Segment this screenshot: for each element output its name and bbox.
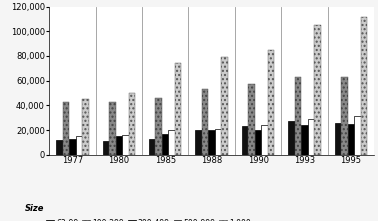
Bar bbox=[361, 17, 367, 155]
Bar bbox=[175, 63, 181, 155]
Bar bbox=[301, 125, 308, 155]
Bar bbox=[109, 102, 116, 155]
Bar bbox=[76, 136, 82, 155]
Bar bbox=[354, 116, 361, 155]
Bar bbox=[295, 77, 301, 155]
Bar bbox=[149, 139, 155, 155]
Bar bbox=[261, 125, 268, 155]
Bar bbox=[195, 130, 202, 155]
Bar bbox=[169, 130, 175, 155]
Bar bbox=[248, 84, 255, 155]
Bar bbox=[155, 98, 162, 155]
Bar bbox=[242, 126, 248, 155]
Legend: 63-99, 100-299, 300-499, 500-999, 1,000-: 63-99, 100-299, 300-499, 500-999, 1,000- bbox=[46, 219, 254, 221]
Bar bbox=[255, 130, 261, 155]
Bar bbox=[63, 102, 69, 155]
Bar bbox=[116, 136, 122, 155]
Bar bbox=[348, 124, 354, 155]
Bar bbox=[288, 121, 295, 155]
Bar bbox=[82, 99, 88, 155]
Bar bbox=[202, 89, 208, 155]
Bar bbox=[129, 93, 135, 155]
Text: Size: Size bbox=[25, 204, 44, 213]
Bar bbox=[162, 134, 169, 155]
Bar bbox=[122, 135, 129, 155]
Bar bbox=[215, 129, 222, 155]
Bar bbox=[102, 141, 109, 155]
Bar bbox=[208, 130, 215, 155]
Bar bbox=[335, 123, 341, 155]
Bar bbox=[308, 119, 314, 155]
Bar bbox=[341, 77, 348, 155]
Bar bbox=[56, 140, 63, 155]
Bar bbox=[69, 139, 76, 155]
Bar bbox=[268, 50, 274, 155]
Bar bbox=[314, 25, 321, 155]
Bar bbox=[222, 57, 228, 155]
